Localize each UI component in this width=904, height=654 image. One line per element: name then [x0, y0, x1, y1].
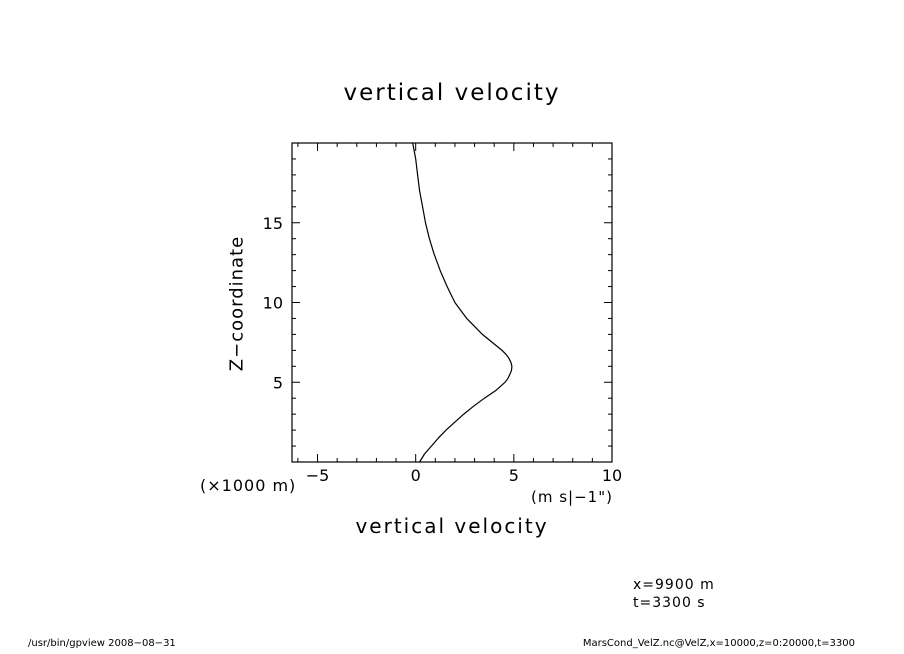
x-tick-label: −5: [306, 466, 330, 485]
y-axis-unit-label: (×1000 m): [200, 476, 297, 495]
plot-frame: [291, 142, 613, 463]
x-tick-label: 10: [602, 466, 622, 485]
annotation-x-position: x=9900 m: [633, 577, 715, 593]
x-axis-label: vertical velocity: [355, 514, 549, 538]
x-tick-label: 5: [509, 466, 519, 485]
y-tick-label: 15: [263, 214, 283, 233]
footer-variable-text: MarsCond_VelZ.nc@VelZ,x=10000,z=0:20000,…: [582, 638, 855, 649]
y-tick-label: 5: [273, 373, 283, 392]
chart-title: vertical velocity: [343, 80, 561, 106]
x-axis-unit-label: (m s|−1"): [531, 488, 613, 506]
velocity-curve: [412, 142, 513, 463]
annotation-block: x=9900 m t=3300 s: [633, 576, 715, 612]
x-tick-label: 0: [411, 466, 421, 485]
footer-command-text: /usr/bin/gpview 2008−08−31: [28, 638, 176, 649]
annotation-time: t=3300 s: [633, 595, 706, 611]
y-tick-label: 10: [263, 294, 283, 313]
